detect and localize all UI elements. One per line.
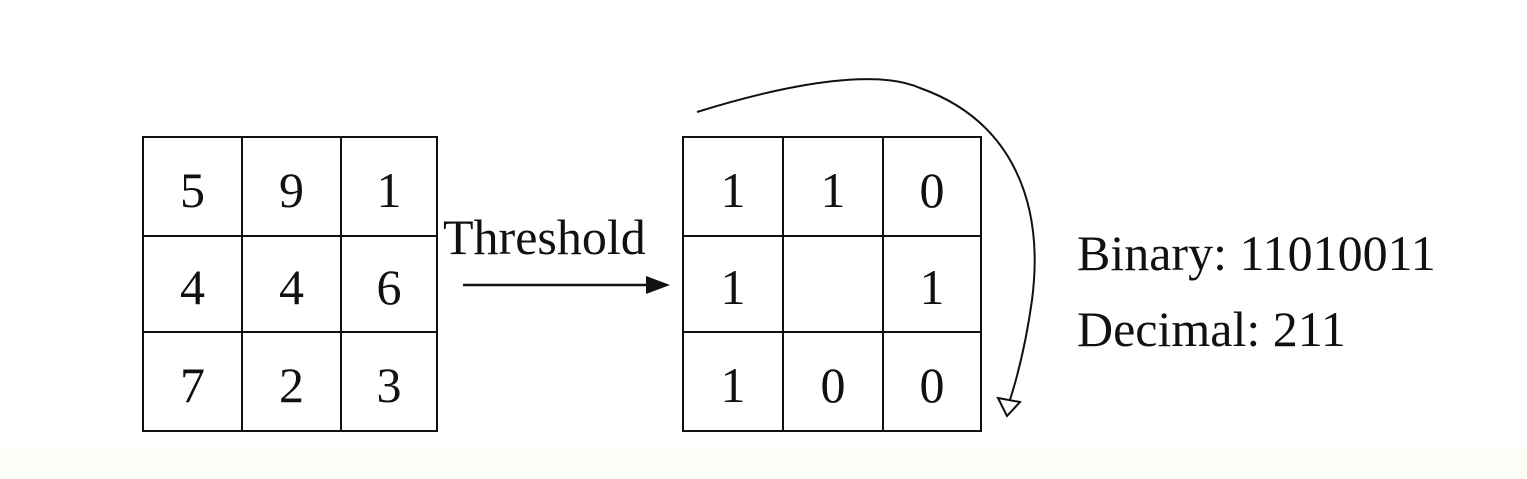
output-grid: 1 1 0 1 1 1 0 0	[682, 136, 982, 432]
binary-value: 11010011	[1239, 225, 1436, 281]
input-cell: 3	[342, 333, 438, 432]
output-cell: 0	[884, 333, 982, 432]
input-cell: 2	[243, 333, 342, 432]
input-cell: 7	[144, 333, 243, 432]
output-cell: 1	[684, 237, 784, 333]
readout-order-arrow-head	[996, 396, 1022, 418]
output-cell: 1	[684, 138, 784, 237]
output-cell: 0	[884, 138, 982, 237]
bottom-band	[0, 448, 1527, 479]
input-cell: 1	[342, 138, 438, 237]
input-grid: 5 9 1 4 4 6 7 2 3	[142, 136, 438, 432]
input-cell: 9	[243, 138, 342, 237]
output-cell: 1	[684, 333, 784, 432]
input-cell-center: 4	[243, 237, 342, 333]
input-cell: 4	[144, 237, 243, 333]
decimal-result: Decimal: 211	[1077, 304, 1346, 354]
output-cell: 0	[784, 333, 884, 432]
input-cell: 6	[342, 237, 438, 333]
threshold-label: Threshold	[443, 209, 646, 265]
threshold-arrow-head	[646, 276, 670, 294]
decimal-label: Decimal:	[1077, 301, 1261, 357]
output-cell: 1	[884, 237, 982, 333]
output-cell-center	[784, 237, 884, 333]
binary-label: Binary:	[1077, 225, 1227, 281]
output-cell: 1	[784, 138, 884, 237]
decimal-value: 211	[1272, 301, 1346, 357]
input-cell: 5	[144, 138, 243, 237]
binary-result: Binary: 11010011	[1077, 228, 1436, 278]
